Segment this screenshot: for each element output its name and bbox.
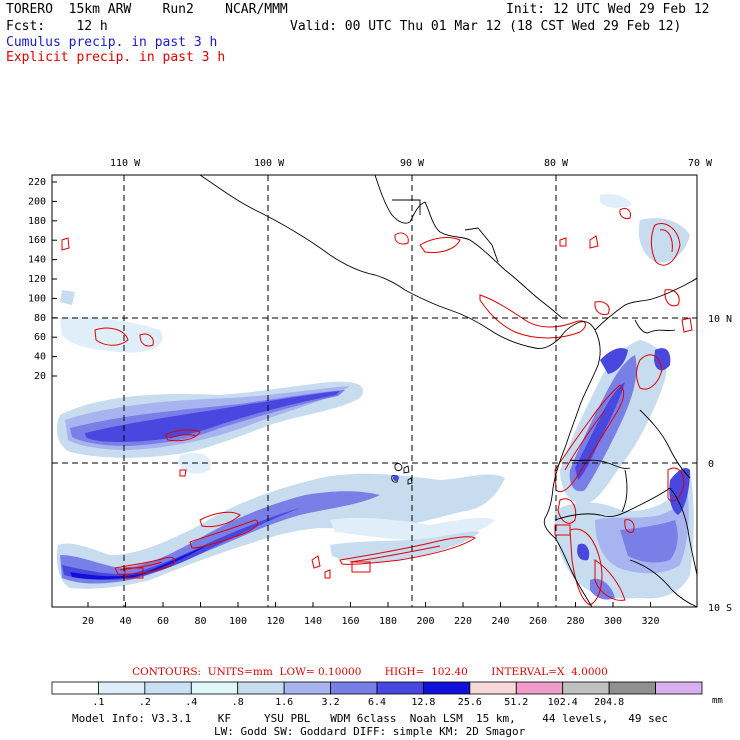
model-physics: LW: Godd SW: Goddard DIFF: simple KM: 2D… bbox=[214, 725, 526, 738]
lat-label-0: 0 bbox=[708, 459, 714, 470]
bottom-grid-label: 60 bbox=[157, 616, 169, 627]
lon-label-80w: 80 W bbox=[544, 158, 569, 169]
cumulus-precip-shading bbox=[56, 194, 694, 600]
colorbar-swatch bbox=[655, 681, 703, 695]
colorbar-label: 3.2 bbox=[322, 697, 340, 708]
header-forecast: Fcst: 12 h bbox=[6, 19, 108, 34]
left-grid-label: 60 bbox=[34, 332, 46, 343]
bottom-grid-label: 140 bbox=[304, 616, 322, 627]
bottom-grid-label: 120 bbox=[266, 616, 284, 627]
colorbar-label: 51.2 bbox=[504, 697, 528, 708]
header-init: Init: 12 UTC Wed 29 Feb 12 bbox=[506, 2, 710, 17]
colorbar-swatch bbox=[376, 681, 424, 695]
bottom-grid-label: 100 bbox=[229, 616, 247, 627]
left-grid-label: 120 bbox=[28, 274, 46, 285]
map-frame bbox=[51, 174, 698, 608]
bottom-grid-label: 300 bbox=[604, 616, 622, 627]
lon-label-70w: 70 W bbox=[688, 158, 713, 169]
lat-label-10n: 10 N bbox=[708, 314, 732, 325]
bottom-grid-label: 240 bbox=[491, 616, 509, 627]
colorbar-labels: .1 .2 .4 .8 1.6 3.2 6.4 12.8 25.6 51.2 102.4 204.8 bbox=[92, 697, 624, 708]
left-grid-labels: 220 200 180 160 140 120 100 80 60 40 20 bbox=[28, 177, 46, 382]
bottom-grid-label: 220 bbox=[454, 616, 472, 627]
left-grid-label: 80 bbox=[34, 313, 46, 324]
left-grid-label: 160 bbox=[28, 235, 46, 246]
colorbar-swatch bbox=[330, 681, 378, 695]
colorbar-swatch bbox=[515, 681, 564, 695]
lat-lon-grid bbox=[52, 175, 697, 607]
colorbar-label: .1 bbox=[92, 697, 104, 708]
bottom-grid-labels: 20 40 60 80 100 120 140 160 180 200 220 240 260 280 30… bbox=[82, 616, 660, 627]
colorbar-swatch bbox=[469, 681, 517, 695]
colorbar-swatch bbox=[190, 681, 239, 695]
bottom-grid-label: 20 bbox=[82, 616, 94, 627]
legend-cumulus: Cumulus precip. in past 3 h bbox=[6, 35, 218, 50]
left-grid-label: 100 bbox=[28, 293, 46, 304]
colorbar-swatch bbox=[423, 681, 471, 695]
legend-explicit: Explicit precip. in past 3 h bbox=[6, 50, 226, 65]
model-info: Model Info: V3.3.1 KF YSU PBL WDM 6class… bbox=[72, 712, 669, 725]
boxes bbox=[124, 524, 571, 579]
bottom-grid-label: 180 bbox=[379, 616, 397, 627]
left-grid-label: 180 bbox=[28, 216, 46, 227]
colorbar-label: 1.6 bbox=[275, 697, 293, 708]
bottom-grid-label: 320 bbox=[641, 616, 659, 627]
galapagos-fill bbox=[393, 475, 399, 481]
colorbar bbox=[51, 681, 703, 695]
colorbar-swatch bbox=[283, 681, 331, 695]
top-lon-labels: 110 W 100 W 90 W 80 W 70 W bbox=[110, 158, 713, 169]
colorbar-unit: mm bbox=[712, 696, 723, 706]
left-grid-label: 40 bbox=[34, 352, 46, 363]
right-lat-labels: 10 N 0 10 S bbox=[708, 314, 732, 614]
bottom-grid-label: 160 bbox=[341, 616, 359, 627]
bottom-grid-label: 40 bbox=[119, 616, 131, 627]
colorbar-label: 6.4 bbox=[368, 697, 386, 708]
lon-label-100w: 100 W bbox=[254, 158, 285, 169]
colorbar-label: .8 bbox=[232, 697, 244, 708]
left-grid-label: 20 bbox=[34, 371, 46, 382]
colorbar-swatch bbox=[237, 681, 285, 695]
colorbar-swatch bbox=[562, 681, 610, 695]
left-grid-label: 200 bbox=[28, 196, 46, 207]
lon-label-110w: 110 W bbox=[110, 158, 141, 169]
colorbar-label: 204.8 bbox=[594, 697, 624, 708]
bottom-grid-label: 260 bbox=[529, 616, 547, 627]
lon-label-90w: 90 W bbox=[400, 158, 425, 169]
left-grid-label: 140 bbox=[28, 255, 46, 266]
colorbar-label: 25.6 bbox=[458, 697, 482, 708]
header-title: TORERO 15km ARW Run2 NCAR/MMM bbox=[6, 2, 288, 17]
left-grid-label: 220 bbox=[28, 177, 46, 188]
coastlines bbox=[199, 174, 698, 608]
lat-label-10s: 10 S bbox=[708, 603, 732, 614]
colorbar-label: .4 bbox=[185, 697, 197, 708]
colorbar-swatch bbox=[144, 681, 192, 695]
explicit-precip-contours bbox=[61, 207, 693, 606]
colorbar-swatch bbox=[51, 681, 99, 695]
colorbar-label: .2 bbox=[139, 697, 151, 708]
bottom-grid-label: 200 bbox=[416, 616, 434, 627]
header-valid: Valid: 00 UTC Thu 01 Mar 12 (18 CST Wed … bbox=[290, 19, 682, 34]
colorbar-swatch bbox=[608, 681, 656, 695]
contours-info: CONTOURS: UNITS=mm LOW= 0.10000 HIGH= 10… bbox=[132, 666, 608, 678]
bottom-grid-label: 80 bbox=[194, 616, 206, 627]
colorbar-label: 12.8 bbox=[411, 697, 435, 708]
colorbar-swatch bbox=[98, 681, 146, 695]
colorbar-label: 102.4 bbox=[548, 697, 578, 708]
bottom-grid-label: 280 bbox=[566, 616, 584, 627]
axis-ticks bbox=[52, 181, 651, 607]
